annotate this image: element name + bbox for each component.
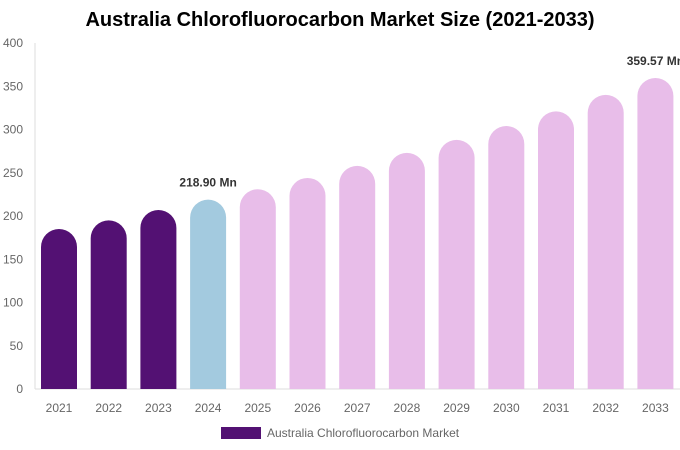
x-tick-label: 2023	[145, 401, 172, 415]
y-tick-label: 50	[10, 339, 24, 353]
y-tick-label: 400	[3, 36, 23, 50]
legend-swatch	[221, 427, 261, 439]
x-tick-label: 2030	[493, 401, 520, 415]
x-tick-label: 2028	[394, 401, 421, 415]
x-tick-label: 2029	[443, 401, 470, 415]
x-tick-label: 2025	[244, 401, 271, 415]
bar-2022	[90, 220, 127, 389]
y-tick-label: 250	[3, 166, 23, 180]
y-tick-label: 150	[3, 252, 23, 266]
bar-2023	[140, 209, 177, 389]
bar-2032	[587, 94, 624, 389]
bar-2021	[41, 228, 77, 389]
bar-2029	[438, 139, 475, 389]
x-tick-label: 2027	[344, 401, 371, 415]
x-tick-label: 2031	[543, 401, 570, 415]
bar-2031	[538, 111, 574, 389]
data-label: 359.57 Mn	[627, 54, 680, 68]
x-tick-label: 2033	[642, 401, 669, 415]
x-tick-label: 2032	[592, 401, 619, 415]
bar-2033	[637, 77, 674, 389]
bar-2026	[289, 177, 326, 389]
y-tick-label: 200	[3, 209, 23, 223]
y-tick-label: 0	[16, 382, 23, 396]
chart-title: Australia Chlorofluorocarbon Market Size…	[85, 9, 595, 31]
x-tick-label: 2022	[95, 401, 122, 415]
x-tick-label: 2026	[294, 401, 321, 415]
x-tick-label: 2024	[195, 401, 222, 415]
bar-2025	[239, 189, 276, 389]
data-label: 218.90 Mn	[179, 176, 236, 190]
bar-2028	[388, 152, 425, 389]
legend[interactable]: Australia Chlorofluorocarbon Market	[221, 426, 459, 440]
x-tick-label: 2021	[46, 401, 73, 415]
legend-label: Australia Chlorofluorocarbon Market	[267, 426, 460, 440]
bar-2024	[190, 199, 227, 389]
y-tick-label: 350	[3, 79, 23, 93]
y-tick-label: 300	[3, 123, 23, 137]
bar-2027	[339, 165, 376, 389]
bar-2030	[488, 126, 525, 390]
y-tick-label: 100	[3, 296, 23, 310]
